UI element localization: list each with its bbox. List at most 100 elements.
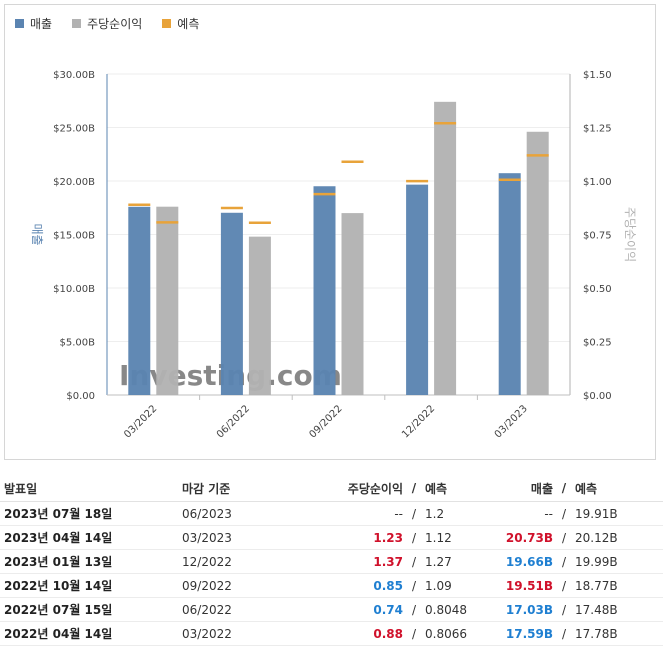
row-date: 2023년 01월 13일: [4, 555, 113, 569]
table-row: 2023년 04월 14일 03/2023 1.23 / 1.12 20.73B / 20.1…: [0, 526, 663, 550]
row-period: 03/2023: [182, 530, 232, 545]
row-eps: 0.88: [373, 626, 403, 641]
row-eps-forecast: 1.12: [425, 530, 452, 545]
row-eps-forecast: 1.09: [425, 578, 452, 593]
left-tick-label: $25.00B: [53, 124, 95, 135]
row-date: 2023년 04월 14일: [4, 531, 113, 545]
header-slash-eps: /: [411, 481, 417, 495]
row-eps: --: [394, 506, 403, 521]
row-eps-forecast: 1.2: [425, 506, 445, 521]
revenue-bar: [220, 212, 243, 395]
left-tick-label: $5.00B: [60, 338, 96, 349]
row-revenue-forecast: 18.77B: [575, 578, 618, 593]
eps-bar: [434, 101, 457, 395]
row-slash-revenue: /: [561, 626, 567, 641]
legend-swatch-forecast: [162, 19, 172, 28]
row-revenue: 17.03B: [505, 602, 553, 617]
earnings-table: 발표일 마감 기준 주당순이익 / 예측 매출 / 예측 2023년 07월 1…: [0, 475, 663, 646]
header-revenue: 매출: [530, 481, 553, 496]
legend-label-eps: 주당순이익: [87, 17, 143, 31]
revenue-bar: [498, 173, 521, 395]
header-eps: 주당순이익: [347, 481, 403, 496]
x-tick-label: 03/2022: [122, 403, 159, 440]
left-tick-label: $0.00: [66, 391, 95, 402]
row-period: 03/2022: [182, 626, 232, 641]
x-tick-label: 12/2022: [400, 403, 437, 440]
row-slash-eps: /: [411, 506, 417, 521]
row-period: 12/2022: [182, 554, 232, 569]
right-tick-label: $1.00: [583, 177, 612, 188]
eps-bar: [156, 206, 179, 395]
legend-item-eps: 주당순이익: [72, 15, 142, 32]
eps-bar: [248, 236, 271, 395]
row-slash-revenue: /: [561, 530, 567, 545]
table-row: 2023년 01월 13일 12/2022 1.37 / 1.27 19.66B / 19.9…: [0, 550, 663, 574]
left-tick-label: $15.00B: [53, 231, 95, 242]
table-row: 2022년 10월 14일 09/2022 0.85 / 1.09 19.51B / 18.7…: [0, 574, 663, 598]
left-axis-title: 매출: [30, 223, 44, 245]
x-tick-label: 03/2023: [493, 403, 530, 440]
row-slash-revenue: /: [561, 506, 567, 521]
row-period: 06/2023: [182, 506, 232, 521]
row-eps: 0.85: [373, 578, 403, 593]
table-row: 2022년 07월 15일 06/2022 0.74 / 0.8048 17.03B / 17…: [0, 598, 663, 622]
chart-plot: $0.00 $5.00B $10.00B $15.00B $20.00B $25.00B $…: [30, 70, 637, 440]
table-body: 2023년 07월 18일 06/2023 --/1.2 --/19.91B 2023년…: [0, 502, 663, 646]
row-period: 09/2022: [182, 578, 232, 593]
header-period: 마감 기준: [182, 481, 231, 496]
table-row: 2023년 07월 18일 06/2023 -- / 1.2 -- / 19.91B: [0, 502, 663, 526]
row-eps: 1.37: [373, 554, 403, 569]
row-date: 2022년 10월 14일: [4, 579, 113, 593]
legend-label-forecast: 예측: [177, 17, 200, 31]
row-revenue-forecast: 19.91B: [575, 506, 618, 521]
earnings-chart-panel: 매출 주당순이익 예측 $0.00 $5.00B $10.00B $15.00B $20…: [4, 4, 656, 460]
row-eps-forecast: 0.8066: [425, 626, 467, 641]
row-slash-revenue: /: [561, 602, 567, 617]
revenue-bar: [313, 186, 336, 395]
x-tick-label: 09/2022: [307, 403, 344, 440]
legend-swatch-eps: [72, 19, 82, 28]
header-revenue-forecast: 예측: [575, 481, 598, 496]
row-slash-eps: /: [411, 578, 417, 593]
row-slash-eps: /: [411, 554, 417, 569]
row-revenue: --: [544, 506, 553, 521]
right-tick-label: $1.50: [583, 70, 612, 81]
row-slash-eps: /: [411, 530, 417, 545]
row-date: 2022년 07월 15일: [4, 603, 113, 617]
row-slash-revenue: /: [561, 578, 567, 593]
legend-item-forecast: 예측: [162, 15, 199, 32]
right-tick-label: $0.50: [583, 284, 612, 295]
revenue-bar: [406, 184, 429, 395]
left-tick-label: $20.00B: [53, 177, 95, 188]
row-eps: 1.23: [373, 530, 403, 545]
row-eps-forecast: 0.8048: [425, 602, 467, 617]
eps-bar: [526, 131, 549, 395]
right-tick-label: $0.75: [583, 231, 612, 242]
right-axis-title: 주당순이익: [623, 207, 637, 262]
row-date: 2023년 07월 18일: [4, 507, 113, 521]
legend-item-revenue: 매출: [15, 15, 52, 32]
row-revenue-forecast: 20.12B: [575, 530, 618, 545]
row-eps: 0.74: [373, 602, 403, 617]
header-slash-revenue: /: [561, 481, 567, 495]
right-tick-label: $0.00: [583, 391, 612, 402]
row-revenue: 17.59B: [505, 626, 553, 641]
row-revenue-forecast: 19.99B: [575, 554, 618, 569]
right-tick-label: $0.25: [583, 338, 612, 349]
eps-bar: [341, 213, 364, 395]
row-revenue: 20.73B: [505, 530, 553, 545]
row-slash-revenue: /: [561, 554, 567, 569]
header-date: 발표일: [4, 481, 38, 496]
row-revenue-forecast: 17.48B: [575, 602, 618, 617]
header-eps-forecast: 예측: [425, 481, 448, 496]
row-date: 2022년 04월 14일: [4, 627, 113, 641]
chart-legend: 매출 주당순이익 예측: [15, 15, 199, 32]
left-tick-label: $10.00B: [53, 284, 95, 295]
table-header: 발표일 마감 기준 주당순이익 / 예측 매출 / 예측: [0, 475, 663, 502]
table-row: 2022년 04월 14일 03/2022 0.88 / 0.8066 17.59B / 17…: [0, 622, 663, 646]
row-eps-forecast: 1.27: [425, 554, 452, 569]
row-period: 06/2022: [182, 602, 232, 617]
row-revenue-forecast: 17.78B: [575, 626, 618, 641]
row-slash-eps: /: [411, 602, 417, 617]
legend-swatch-revenue: [15, 19, 24, 28]
